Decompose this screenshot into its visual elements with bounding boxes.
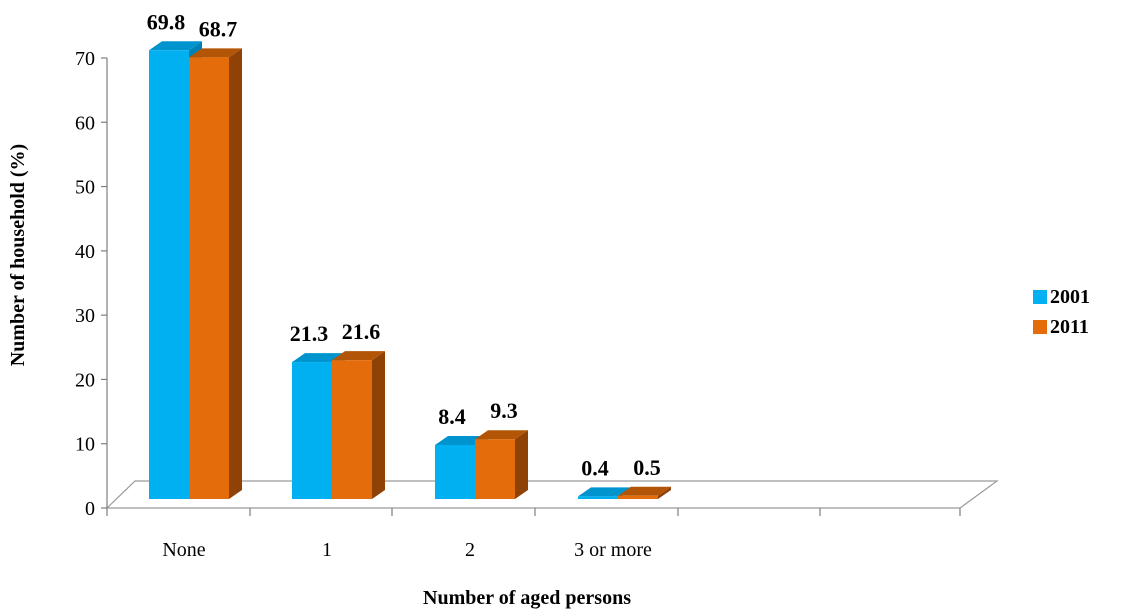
legend: 2001 2011 [1033,286,1090,338]
bar-top [292,353,345,363]
y-tick-label: 0 [85,498,95,520]
bar-front [475,439,515,499]
data-label: 69.8 [147,9,186,34]
x-tick-label: 1 [322,539,332,561]
bar [475,430,528,499]
y-axis: 0 10 20 30 40 50 60 70 [75,48,108,520]
data-label: 68.7 [199,16,238,41]
y-tick-label: 30 [75,305,95,327]
bar-side [372,351,385,499]
bar-front [618,495,658,499]
y-tick-label: 10 [75,434,95,456]
bar-top [618,486,671,496]
floor-outline [105,480,999,509]
legend-label: 2011 [1050,316,1089,338]
legend-label: 2001 [1050,286,1090,308]
x-tick-label: 2 [465,539,475,561]
bar-side [515,430,528,499]
bar-top [578,487,631,497]
data-label: 0.5 [633,455,661,480]
y-tick-label: 70 [75,48,95,70]
y-tick-label: 20 [75,369,95,391]
bar-front [189,57,229,499]
bar-front [578,496,618,499]
bar-side [229,48,242,499]
bar-top [332,351,385,361]
x-axis-title: Number of aged persons [423,587,631,609]
data-label: 9.3 [490,398,518,423]
bar [332,351,385,499]
data-label: 21.6 [342,319,381,344]
y-tick-label: 50 [75,177,95,199]
bar-front [292,362,332,499]
bar [618,486,671,499]
legend-swatch [1033,320,1047,334]
y-tick-label: 40 [75,241,95,263]
y-axis-title: Number of household (%) [7,144,29,366]
y-tick-label: 60 [75,112,95,134]
data-label: 21.3 [290,321,329,346]
x-tick-label: None [162,539,205,561]
x-tick-label: 3 or more [574,539,652,561]
data-label: 0.4 [581,455,609,480]
chart-floor [105,480,999,509]
legend-swatch [1033,290,1047,304]
data-label: 8.4 [438,404,466,429]
bar-side [658,486,671,499]
bar-front [332,360,372,499]
bars [149,41,671,500]
bar-top [435,436,488,445]
data-labels: 69.8 68.7 21.3 21.6 8.4 9.3 0.4 0.5 [147,9,661,480]
bar-front [435,445,475,499]
bar [189,48,242,499]
bar-top [189,48,242,58]
bar-top [149,41,202,51]
bar-top [475,430,528,440]
x-axis: None 1 2 3 or more [106,508,961,561]
bar-front [149,50,189,500]
